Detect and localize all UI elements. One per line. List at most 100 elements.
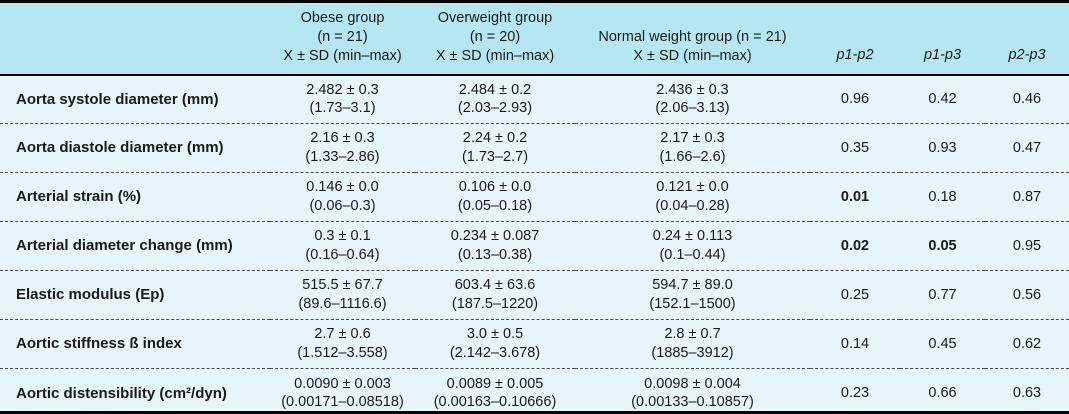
- obese-cell: 0.146 ± 0.0 (0.06–0.3): [270, 172, 415, 222]
- range-value: (0.05–0.18): [457, 198, 533, 215]
- range-value: (0.00163–0.10666): [433, 394, 557, 411]
- mean-value: 0.24 ± 0.113: [652, 228, 733, 245]
- p2-p3-value: 0.46: [985, 74, 1069, 124]
- mean-value: 2.24 ± 0.2: [462, 130, 528, 147]
- mean-value: 2.436 ± 0.3: [656, 81, 729, 98]
- p2-p3-value: 0.62: [985, 319, 1069, 369]
- group-stat-label: X ± SD (min–max): [435, 47, 555, 64]
- range-value: (0.00133–0.10857): [631, 394, 754, 411]
- group-stat-label: X ± SD (min–max): [283, 47, 402, 64]
- p1-p3-value: 0.66: [900, 368, 985, 411]
- range-value: (0.04–0.28): [655, 198, 730, 215]
- group-stat-label: X ± SD (min–max): [633, 47, 752, 64]
- normal-cell: 0.24 ± 0.113 (0.1–0.44): [575, 221, 810, 271]
- group-name: Overweight group: [437, 10, 553, 26]
- header-p2-p3: p2-p3: [985, 3, 1069, 76]
- overweight-cell: 2.24 ± 0.2 (1.73–2.7): [415, 123, 575, 173]
- mean-value: 0.121 ± 0.0: [656, 179, 729, 196]
- table-header: Obese group (n = 21) X ± SD (min–max) Ov…: [0, 3, 1069, 76]
- range-value: (2.142–3.678): [449, 345, 541, 362]
- header-p1-p2: p1-p2: [810, 3, 900, 76]
- row-label: Aorta systole diameter (mm): [0, 74, 270, 124]
- table-row-aortic-distensibility: Aortic distensibility (cm²/dyn) 0.0090 ±…: [0, 368, 1069, 411]
- range-value: (187.5–1220): [451, 296, 539, 313]
- mean-value: 2.484 ± 0.2: [458, 81, 532, 98]
- table-row-arterial-diameter-change: Arterial diameter change (mm) 0.3 ± 0.1 …: [0, 221, 1069, 271]
- header-obese-group: Obese group (n = 21) X ± SD (min–max): [270, 3, 415, 76]
- group-name: Obese group: [300, 10, 385, 26]
- mean-value: 515.5 ± 67.7: [302, 277, 383, 294]
- range-value: (0.06–0.3): [309, 198, 376, 215]
- mean-value: 0.3 ± 0.1: [314, 228, 371, 245]
- header-p1-p3: p1-p3: [900, 3, 985, 76]
- range-value: (89.6–1116.6): [298, 296, 387, 313]
- range-value: (1885–3912): [651, 345, 734, 362]
- p1-p2-value: 0.01: [810, 172, 900, 222]
- p1-p3-value: 0.93: [900, 123, 985, 173]
- p2-p3-value: 0.95: [985, 221, 1069, 271]
- mean-value: 0.0090 ± 0.003: [294, 375, 391, 392]
- p1-p2-value: 0.23: [810, 368, 900, 411]
- range-value: (1.66–2.6): [659, 149, 726, 166]
- table-row-arterial-strain: Arterial strain (%) 0.146 ± 0.0 (0.06–0.…: [0, 172, 1069, 222]
- normal-cell: 2.436 ± 0.3 (2.06–3.13): [575, 74, 810, 124]
- mean-value: 2.16 ± 0.3: [310, 130, 375, 147]
- mean-value: 2.17 ± 0.3: [660, 130, 725, 147]
- overweight-cell: 603.4 ± 63.6 (187.5–1220): [415, 270, 575, 320]
- overweight-cell: 0.0089 ± 0.005 (0.00163–0.10666): [415, 368, 575, 411]
- range-value: (1.33–2.86): [305, 149, 380, 166]
- row-label: Aortic stiffness ß index: [0, 319, 270, 369]
- range-value: (1.512–3.558): [297, 345, 388, 362]
- normal-cell: 0.121 ± 0.0 (0.04–0.28): [575, 172, 810, 222]
- p2-p3-value: 0.47: [985, 123, 1069, 173]
- p1-p3-value: 0.18: [900, 172, 985, 222]
- group-n: (n = 21): [317, 28, 368, 45]
- header-row: Obese group (n = 21) X ± SD (min–max) Ov…: [0, 3, 1069, 76]
- mean-value: 2.7 ± 0.6: [314, 326, 371, 343]
- p2-p3-value: 0.63: [985, 368, 1069, 411]
- normal-cell: 2.8 ± 0.7 (1885–3912): [575, 319, 810, 369]
- table-body: Aorta systole diameter (mm) 2.482 ± 0.3 …: [0, 74, 1069, 411]
- mean-value: 0.234 ± 0.087: [450, 228, 540, 245]
- group-name: Normal weight group (n = 21): [598, 28, 787, 45]
- obese-cell: 2.482 ± 0.3 (1.73–3.1): [270, 74, 415, 124]
- mean-value: 2.482 ± 0.3: [306, 81, 379, 98]
- p2-p3-value: 0.87: [985, 172, 1069, 222]
- header-overweight-group: Overweight group (n = 20) X ± SD (min–ma…: [415, 3, 575, 76]
- row-label: Arterial strain (%): [0, 172, 270, 222]
- overweight-cell: 0.234 ± 0.087 (0.13–0.38): [415, 221, 575, 271]
- mean-value: 0.0089 ± 0.005: [446, 375, 544, 392]
- range-value: (1.73–3.1): [309, 100, 376, 117]
- mean-value: 0.0098 ± 0.004: [644, 375, 741, 392]
- header-normal-weight-group: Normal weight group (n = 21) X ± SD (min…: [575, 3, 810, 76]
- range-value: (2.06–3.13): [655, 100, 730, 117]
- p1-p3-value: 0.42: [900, 74, 985, 124]
- normal-cell: 0.0098 ± 0.004 (0.00133–0.10857): [575, 368, 810, 411]
- p1-p2-value: 0.14: [810, 319, 900, 369]
- range-value: (152.1–1500): [649, 296, 736, 313]
- row-label: Aortic distensibility (cm²/dyn): [0, 368, 270, 411]
- p1-p3-value: 0.45: [900, 319, 985, 369]
- obese-cell: 0.3 ± 0.1 (0.16–0.64): [270, 221, 415, 271]
- row-label: Aorta diastole diameter (mm): [0, 123, 270, 173]
- p1-p2-value: 0.25: [810, 270, 900, 320]
- mean-value: 0.146 ± 0.0: [306, 179, 379, 196]
- header-parameter-blank: [0, 3, 270, 76]
- p1-p2-value: 0.96: [810, 74, 900, 124]
- obese-cell: 515.5 ± 67.7 (89.6–1116.6): [270, 270, 415, 320]
- mean-value: 594.7 ± 89.0: [652, 277, 733, 294]
- results-table: Obese group (n = 21) X ± SD (min–max) Ov…: [0, 3, 1069, 411]
- table-row-aortic-stiffness: Aortic stiffness ß index 2.7 ± 0.6 (1.51…: [0, 319, 1069, 369]
- obese-cell: 2.7 ± 0.6 (1.512–3.558): [270, 319, 415, 369]
- range-value: (1.73–2.7): [461, 149, 529, 166]
- range-value: (0.1–0.44): [659, 247, 726, 264]
- p1-p2-value: 0.35: [810, 123, 900, 173]
- overweight-cell: 3.0 ± 0.5 (2.142–3.678): [415, 319, 575, 369]
- row-label: Elastic modulus (Ep): [0, 270, 270, 320]
- p1-p2-value: 0.02: [810, 221, 900, 271]
- obese-cell: 2.16 ± 0.3 (1.33–2.86): [270, 123, 415, 173]
- p2-p3-value: 0.56: [985, 270, 1069, 320]
- range-value: (2.03–2.93): [457, 100, 533, 117]
- normal-cell: 2.17 ± 0.3 (1.66–2.6): [575, 123, 810, 173]
